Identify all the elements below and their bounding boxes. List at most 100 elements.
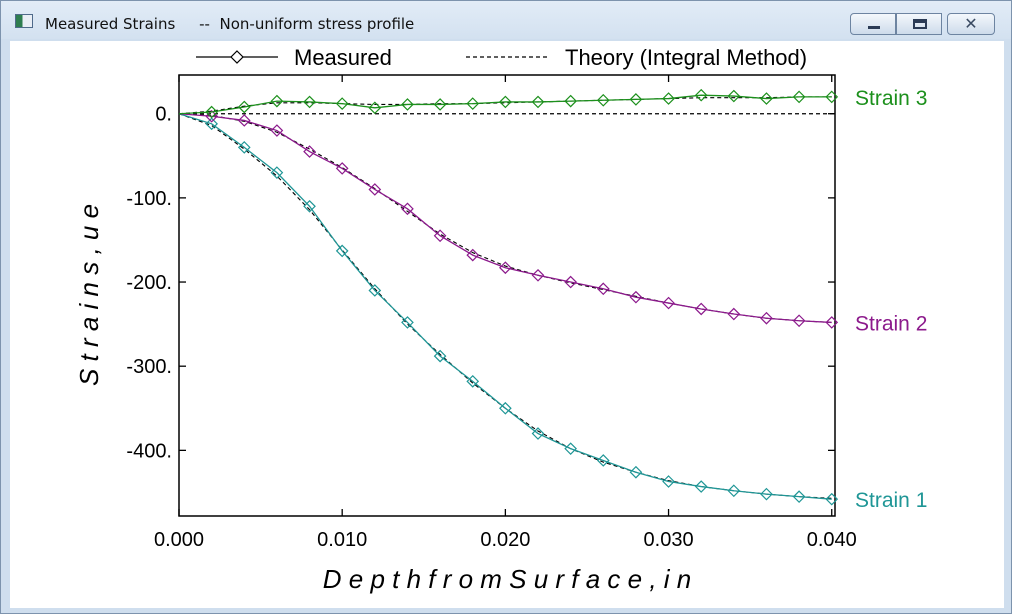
- data-point-marker: [760, 92, 773, 105]
- data-point-marker: [335, 244, 349, 258]
- title-bar[interactable]: Measured Strains -- Non-uniform stress p…: [1, 1, 1011, 39]
- measured-line: [178, 113, 832, 324]
- y-tick-label: 0.: [155, 104, 172, 126]
- minimize-button[interactable]: [850, 13, 896, 35]
- data-point-marker: [303, 95, 316, 109]
- data-point-marker: [401, 202, 414, 216]
- data-point-marker: [270, 124, 284, 137]
- data-point-marker: [335, 162, 349, 175]
- data-point-marker: [433, 98, 447, 111]
- x-axis-title: D e p t h f r o m S u r f a c e , i n: [323, 564, 691, 594]
- y-tick-label: -300.: [126, 356, 172, 378]
- data-point-marker: [760, 487, 773, 501]
- x-tick-label: 0.040: [807, 529, 857, 551]
- data-point-marker: [662, 296, 675, 310]
- close-icon: ✕: [964, 14, 978, 33]
- data-point-marker: [466, 97, 480, 110]
- strain-chart: Measured Theory (Integral Method) 0.000 0…: [74, 45, 927, 594]
- maximize-button[interactable]: [896, 13, 942, 35]
- data-point-marker: [596, 93, 610, 107]
- data-point-marker: [270, 166, 284, 179]
- data-point-marker: [531, 95, 545, 109]
- data-point-marker: [433, 229, 447, 243]
- data-point-marker: [237, 141, 251, 154]
- data-point-marker: [662, 475, 675, 488]
- measured-line: [178, 94, 832, 115]
- data-point-marker: [564, 94, 577, 108]
- data-point-marker: [792, 490, 806, 503]
- data-point-marker: [205, 105, 218, 119]
- theory-line: [178, 113, 832, 499]
- data-point-marker: [727, 89, 741, 103]
- legend-measured-label: Measured: [294, 45, 392, 70]
- legend: Measured Theory (Integral Method): [196, 45, 807, 70]
- maximize-icon: [913, 19, 927, 29]
- data-point-marker: [564, 442, 577, 456]
- data-point-marker: [499, 95, 512, 109]
- data-point-marker: [499, 401, 512, 415]
- data-point-marker: [662, 92, 675, 105]
- axis-ticks: 0.000 0.010 0.020 0.030 0.040 0. -100. -200. -30…: [126, 75, 857, 551]
- data-point-marker: [499, 261, 512, 275]
- data-point-marker: [694, 480, 708, 493]
- data-point-marker: [629, 465, 643, 479]
- y-tick-label: -200.: [126, 272, 172, 294]
- data-point-marker: [727, 307, 741, 321]
- data-point-marker: [433, 349, 447, 363]
- data-point-marker: [727, 484, 741, 498]
- data-point-marker: [401, 98, 414, 111]
- data-point-marker: [270, 94, 284, 108]
- data-point-marker: [596, 282, 610, 296]
- data-point-marker: [596, 454, 610, 467]
- data-point-marker: [694, 302, 708, 316]
- data-point-marker: [205, 117, 218, 131]
- y-axis-title: S t r a i n s , u e: [74, 204, 104, 386]
- data-point-marker: [629, 290, 643, 304]
- data-point-marker: [825, 90, 839, 104]
- series-group: Strain 1 Strain 2 Strain 3: [178, 87, 927, 512]
- plot-frame: [178, 74, 836, 517]
- data-point-marker: [694, 88, 708, 102]
- plot-area: Measured Theory (Integral Method) 0.000 0…: [10, 41, 1004, 608]
- data-point-marker: [303, 145, 316, 158]
- data-point-marker: [792, 314, 806, 328]
- series-label: Strain 1: [855, 489, 927, 512]
- data-point-marker: [368, 183, 382, 196]
- series-label: Strain 3: [855, 87, 927, 110]
- measured-line: [178, 113, 832, 500]
- x-tick-label: 0.020: [480, 529, 530, 551]
- legend-measured-marker: [230, 50, 244, 64]
- data-point-marker: [237, 114, 251, 127]
- data-point-marker: [303, 199, 316, 213]
- data-point-marker: [564, 275, 577, 289]
- data-point-marker: [466, 374, 480, 388]
- theory-line: [178, 113, 832, 323]
- data-point-marker: [466, 248, 480, 262]
- x-tick-label: 0.010: [317, 529, 367, 551]
- minimize-icon: [868, 26, 880, 29]
- data-point-marker: [368, 284, 382, 297]
- y-tick-label: -400.: [126, 440, 172, 462]
- window-title-subtitle: -- Non-uniform stress profile: [199, 15, 415, 33]
- window-title: Measured Strains -- Non-uniform stress p…: [45, 15, 414, 33]
- window-title-name: Measured Strains: [45, 15, 176, 33]
- data-point-marker: [629, 93, 643, 106]
- data-point-marker: [335, 97, 349, 110]
- data-point-marker: [825, 492, 839, 506]
- data-point-marker: [531, 427, 545, 440]
- app-icon: [15, 14, 33, 28]
- x-tick-label: 0.030: [644, 529, 694, 551]
- x-tick-label: 0.000: [154, 529, 204, 551]
- y-tick-label: -100.: [126, 188, 172, 210]
- close-button[interactable]: ✕: [947, 13, 995, 35]
- series-label: Strain 2: [855, 312, 927, 335]
- data-point-marker: [401, 316, 414, 329]
- legend-theory-label: Theory (Integral Method): [565, 45, 807, 70]
- data-point-marker: [237, 100, 251, 114]
- data-point-marker: [531, 268, 545, 282]
- data-point-marker: [825, 316, 839, 329]
- theory-line: [178, 96, 832, 115]
- data-point-marker: [792, 90, 806, 104]
- data-point-marker: [760, 311, 773, 325]
